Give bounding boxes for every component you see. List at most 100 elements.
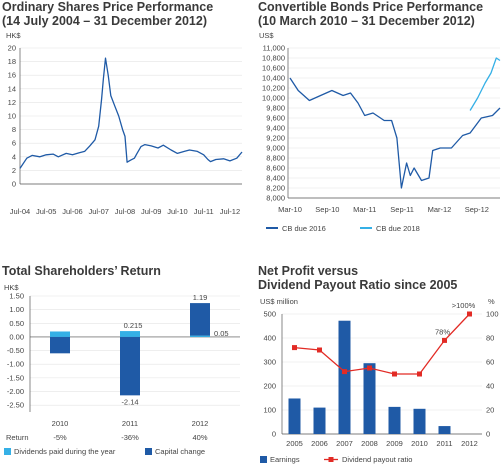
earnings-bar [363, 363, 376, 434]
payout-ratio-point [342, 369, 347, 375]
shareholder-return-chart: HK$1.50 1.00 0.50 0.00 -0.50 -1.00 -1.50 -2.00 -… [4, 283, 240, 456]
y-tick-label: 12 [8, 98, 16, 107]
y-tick-label: -2.50 [7, 401, 24, 410]
y-tick-label-left: 500 [263, 310, 276, 319]
x-tick-label: 2012 [461, 439, 478, 448]
y-tick-label: 8 [12, 125, 16, 134]
y-tick-label: 10,000 [262, 94, 285, 103]
bond-price-panel: Convertible Bonds Price Performance (10 … [254, 0, 503, 240]
earnings-bar [338, 320, 351, 434]
data-label: -2.14 [121, 397, 138, 406]
y-tick-label: -2.00 [7, 387, 24, 396]
x-tick-label: Jul-05 [36, 207, 56, 216]
y-tick-label-right: 40 [486, 382, 494, 391]
bond-price-title: Convertible Bonds Price Performance [258, 0, 484, 14]
legend-label-dividends: Dividends paid during the year [14, 447, 116, 456]
x-tick-label: Jul-12 [220, 207, 240, 216]
x-tick-label: Jul-04 [10, 207, 30, 216]
return-value: -5% [53, 433, 67, 442]
y-axis-label: US$ [259, 31, 274, 40]
y-tick-label: -1.00 [7, 360, 24, 369]
legend-label-cb-2016: CB due 2016 [282, 224, 326, 233]
x-tick-label: Jul-06 [62, 207, 82, 216]
x-tick-label: Sep-11 [390, 205, 414, 214]
x-tick-label: Jul-09 [141, 207, 161, 216]
y-tick-label: 1.00 [9, 305, 24, 314]
share-price-title: Ordinary Shares Price Performance [2, 0, 214, 14]
data-label: 0.215 [124, 321, 143, 330]
x-tick-label: 2010 [52, 419, 69, 428]
payout-ratio-point [367, 365, 372, 371]
capital-change-bar [120, 336, 140, 396]
y-tick-label-left: 400 [263, 334, 276, 343]
y-tick-label-right: 20 [486, 406, 494, 415]
x-tick-label: 2005 [286, 439, 303, 448]
earnings-bar [413, 408, 426, 434]
shareholder-return-title: Total Shareholders’ Return [2, 264, 161, 278]
y-tick-label: 1.50 [9, 292, 24, 301]
payout-ratio-point [292, 345, 297, 351]
bond-series-line-0 [289, 77, 501, 189]
return-value: 40% [192, 433, 207, 442]
x-tick-label: Jul-08 [115, 207, 135, 216]
y-tick-label: 9,400 [266, 124, 285, 133]
y-tick-label: 9,000 [266, 144, 285, 153]
x-tick-label: 2012 [192, 419, 209, 428]
x-tick-label: Jul-10 [167, 207, 187, 216]
bond-series-line-1 [469, 57, 501, 111]
y-tick-label-right: 60 [486, 358, 494, 367]
y-tick-label: -1.50 [7, 373, 24, 382]
return-label: Return [6, 433, 29, 442]
x-tick-label: Jul-07 [89, 207, 109, 216]
x-tick-label: 2006 [311, 439, 328, 448]
y-tick-label: 10,200 [262, 84, 285, 93]
y-axis-label: HK$ [6, 31, 21, 40]
y-tick-label: 10,400 [262, 74, 285, 83]
dividend-bar [190, 335, 210, 337]
y-tick-label: 2 [12, 166, 16, 175]
y-axis-left-label: US$ million [260, 297, 298, 306]
payout-ratio-point [317, 347, 322, 353]
payout-ratio-point [417, 371, 422, 377]
earnings-bar [288, 398, 301, 434]
return-value: -36% [121, 433, 139, 442]
x-tick-label: Mar-11 [353, 205, 376, 214]
dividend-bar [120, 331, 140, 337]
y-tick-label-right: 100 [486, 310, 499, 319]
y-axis-right-label: % [488, 297, 495, 306]
legend-swatch-earnings [260, 456, 267, 463]
y-tick-label: 0.50 [9, 319, 24, 328]
y-tick-label: 10,800 [262, 54, 285, 63]
share-price-chart: HK$ 0 2 4 6 8 10 12 14 16 18 20 Jul-04 Jul-05 Jul-06 Ju… [6, 31, 243, 216]
y-tick-label: 8,200 [266, 184, 285, 193]
y-tick-label: 10 [8, 112, 16, 121]
y-tick-label: 8,800 [266, 154, 285, 163]
share-price-subtitle: (14 July 2004 – 31 December 2012) [2, 14, 207, 28]
x-tick-label: 2011 [436, 439, 452, 448]
net-profit-chart: US$ million % 0 100 200 300 400 500 0 20 40 60 80 100… [260, 297, 499, 464]
legend-swatch-dividends [4, 448, 11, 455]
y-tick-label-left: 100 [263, 406, 276, 415]
x-tick-label: 2010 [411, 439, 428, 448]
legend-label-payout: Dividend payout ratio [342, 455, 412, 464]
data-label: 78% [435, 327, 450, 336]
payout-ratio-point [442, 337, 447, 343]
payout-ratio-line [294, 313, 470, 375]
legend-label-cb-2018: CB due 2018 [376, 224, 420, 233]
y-tick-label-left: 0 [272, 430, 276, 439]
capital-change-bar [190, 303, 210, 336]
x-tick-label: Sep-12 [465, 205, 489, 214]
y-tick-label: 14 [8, 84, 16, 93]
y-tick-label: 9,200 [266, 134, 285, 143]
bond-price-subtitle: (10 March 2010 – 31 December 2012) [258, 14, 475, 28]
x-tick-label: Mar-10 [278, 205, 302, 214]
y-tick-label: 11,000 [263, 44, 285, 53]
payout-ratio-point [392, 371, 397, 377]
payout-ratio-point [467, 311, 472, 317]
net-profit-panel: Net Profit versus Dividend Payout Ratio … [254, 258, 503, 470]
y-tick-label: 9,600 [266, 114, 285, 123]
y-tick-label: 20 [8, 44, 16, 53]
shareholder-return-panel: Total Shareholders’ Return HK$ 1.50 1.00 0.… [0, 258, 250, 470]
y-tick-label: 9,800 [266, 104, 285, 113]
y-tick-label-right: 80 [486, 334, 494, 343]
